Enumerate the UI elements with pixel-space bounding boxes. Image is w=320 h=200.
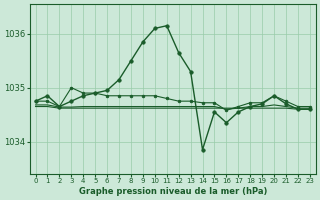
X-axis label: Graphe pression niveau de la mer (hPa): Graphe pression niveau de la mer (hPa) (78, 187, 267, 196)
